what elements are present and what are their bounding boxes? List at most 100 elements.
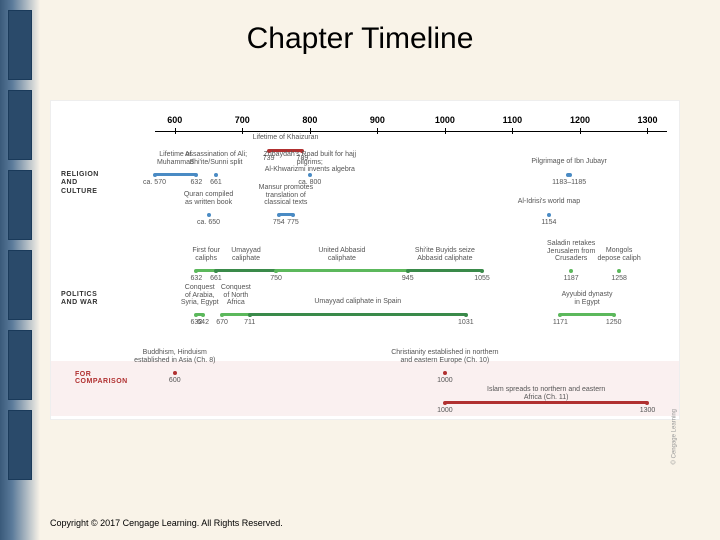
axis-tick-label: 1300 [637, 115, 657, 125]
side-credit: © Cengage Learning [671, 409, 677, 464]
event-year: 750 [270, 275, 282, 282]
event-dot [277, 213, 281, 217]
event-year: 661 [210, 179, 222, 186]
event-label: Buddhism, Hinduismestablished in Asia (C… [115, 349, 235, 364]
event-year: 1300 [640, 407, 656, 414]
event-label: Umayyad caliphate in Spain [298, 298, 418, 306]
row-label-comparison: FORCOMPARISON [75, 371, 128, 385]
axis-tick-label: 1000 [435, 115, 455, 125]
event-label: Zubaydah's Road built for hajj pilgrims;… [250, 151, 370, 174]
axis-tick-label: 1100 [503, 115, 523, 125]
row-label-politics: POLITICSAND WAR [61, 291, 98, 308]
event-dot [406, 269, 410, 273]
axis-tick-label: 800 [302, 115, 317, 125]
event-dot [194, 269, 198, 273]
axis-tick-label: 700 [235, 115, 250, 125]
event-year: 1055 [474, 275, 490, 282]
page-title: Chapter Timeline [0, 0, 720, 56]
axis-tick [175, 128, 176, 134]
copyright-text: Copyright © 2017 Cengage Learning. All R… [50, 518, 283, 528]
event-dot [464, 313, 468, 317]
event-dot [194, 173, 198, 177]
event-bar [560, 313, 613, 316]
event-year: 1187 [564, 275, 579, 282]
event-year: 775 [287, 219, 299, 226]
event-year: 711 [244, 319, 255, 326]
event-dot [173, 371, 177, 375]
event-dot [153, 173, 157, 177]
axis-tick-label: 1200 [570, 115, 590, 125]
axis-tick [445, 128, 446, 134]
event-dot [617, 269, 621, 273]
event-label: Christianity established in northernand … [385, 349, 505, 364]
axis-tick [377, 128, 378, 134]
event-year: ca. 570 [143, 179, 166, 186]
event-year: 1031 [458, 319, 474, 326]
event-dot [612, 313, 616, 317]
event-year: 1183–1185 [552, 179, 586, 186]
event-year: 1000 [437, 377, 453, 384]
timeline-chart: 600 700 800 900 1000 1100 1200 1300 RELIGIONANDC… [50, 100, 680, 420]
event-dot [214, 269, 218, 273]
event-label: Islam spreads to northern and eastern Af… [486, 386, 606, 401]
event-year: 1000 [437, 407, 453, 414]
event-year: 945 [402, 275, 414, 282]
event-dot [214, 173, 218, 177]
event-dot [480, 269, 484, 273]
event-label: Mongolsdepose caliph [559, 247, 679, 262]
event-label: Conquestof NorthAfrica [176, 284, 296, 307]
event-dot [207, 213, 211, 217]
border-block [8, 410, 32, 480]
event-year: 1154 [541, 219, 556, 226]
event-label: Mansur promotestranslation ofclassical t… [226, 184, 346, 207]
event-year: 670 [216, 319, 228, 326]
border-block [8, 10, 32, 80]
event-dot [568, 173, 572, 177]
event-year: 1258 [611, 275, 627, 282]
event-label: Pilgrimage of Ibn Jubayr [509, 158, 629, 166]
event-label: Shi'ite Buyids seizeAbbasid caliphate [385, 247, 505, 262]
event-dot [201, 313, 205, 317]
event-dot [291, 213, 295, 217]
event-dot [194, 313, 198, 317]
axis-tick [647, 128, 648, 134]
axis-tick-label: 900 [370, 115, 385, 125]
event-label: Ayyubid dynastyin Egypt [527, 291, 647, 306]
event-dot [645, 401, 649, 405]
event-dot [547, 213, 551, 217]
event-bar [222, 313, 250, 316]
row-label-religion: RELIGIONANDCULTURE [61, 171, 99, 196]
event-bar [155, 173, 197, 176]
event-bar [250, 313, 466, 316]
decorative-left-border [0, 0, 40, 540]
event-bar [408, 269, 482, 272]
event-dot [308, 173, 312, 177]
event-dot [220, 313, 224, 317]
event-year: 632 [191, 275, 203, 282]
event-year: 754 [273, 219, 285, 226]
event-dot [248, 313, 252, 317]
event-label: Lifetime of Khaizuran [226, 134, 346, 142]
event-year: ca. 650 [197, 219, 220, 226]
axis-tick-label: 600 [167, 115, 182, 125]
border-block [8, 330, 32, 400]
event-dot [274, 269, 278, 273]
event-dot [443, 401, 447, 405]
border-block [8, 170, 32, 240]
axis-tick [580, 128, 581, 134]
event-year: 642 [197, 319, 209, 326]
event-label: Al-Idrisi's world map [489, 198, 609, 206]
axis-line [155, 131, 668, 132]
event-year: 632 [191, 179, 203, 186]
event-dot [569, 269, 573, 273]
event-year: 1171 [553, 319, 568, 326]
event-bar [445, 401, 648, 404]
event-dot [443, 371, 447, 375]
event-year: 1250 [606, 319, 622, 326]
event-year: 661 [210, 275, 222, 282]
border-block [8, 250, 32, 320]
axis-tick [512, 128, 513, 134]
border-block [8, 90, 32, 160]
event-dot [558, 313, 562, 317]
event-bar [276, 269, 408, 272]
